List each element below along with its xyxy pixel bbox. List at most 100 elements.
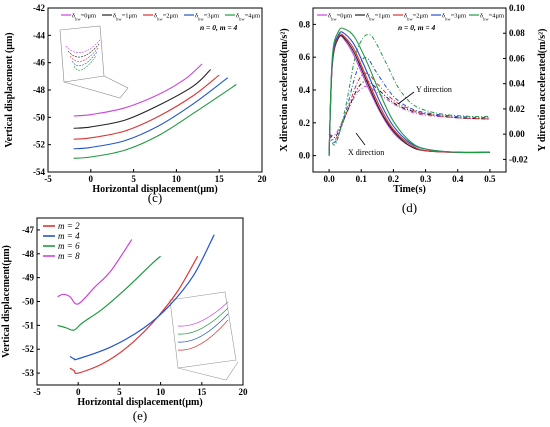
y2-tick-label: 0.00 [509,129,525,139]
panel-caption: (e) [133,408,147,423]
x-tick-label: 0 [76,387,81,397]
panel-d: 0.0 0.1 0.2 0.3 0.4 0.5 0.0 0.2 0.4 0.6 0.8 -0.02 0.… [279,3,548,215]
x-tick-label: 0.1 [356,174,368,184]
y2-tick-label: 0.04 [509,79,525,89]
x-tick-label: -5 [44,174,52,184]
x-tick-label: 0.2 [388,174,400,184]
legend-label: δhw=2μm [154,12,178,21]
x-tick-label: 0.4 [452,174,464,184]
inset-curve [67,43,100,58]
legend-label: δhw=2μm [404,12,428,21]
inset-floor [63,75,129,99]
x-tick-label: 0.3 [420,174,432,184]
annotation-label: X direction [348,148,384,157]
x-axis-label: Horizontal displacement(μm) [77,397,202,408]
inset-curve [71,51,98,67]
plot-frame [312,7,507,173]
series-line [69,255,199,374]
y-tick-label: 0.2 [299,118,311,128]
y2-tick-label: 0.02 [509,104,525,114]
y-tick-label: 0.8 [299,19,311,29]
y-tick-label: -46 [33,58,45,68]
y2-tick-label: 0.10 [509,3,525,13]
y2-tick-label: 0.08 [509,28,525,38]
x-tick-label: 0.0 [323,174,335,184]
legend-label: m = 4 [58,231,80,241]
inset-curve [177,307,229,335]
x-tick-label: 15 [197,387,207,397]
y-tick-label: -50 [22,297,34,307]
y-tick-label: -48 [22,249,34,259]
inset-3d [169,291,239,381]
legend-label: δhw=4μm [236,12,260,21]
x-axis-label: Horizontal displacement(μm) [92,184,217,195]
legend-label: δhw=1μm [366,12,390,21]
y2-tick-label: 0.06 [509,53,525,63]
y-tick-label: -48 [33,85,45,95]
series-line [69,234,215,361]
legend-label: δhw=3μm [442,12,466,21]
parameter-note: n = 0, m = 4 [398,23,436,32]
legend-label: δhw=0μm [328,12,352,21]
series-line [73,77,229,150]
y-tick-label: 0.6 [299,52,311,62]
legend-label: m = 2 [58,221,80,231]
annotation-label: Y direction [416,85,452,94]
inset-curve [177,301,229,327]
series-line-y-direction [328,57,490,143]
inset-curve [69,47,99,62]
y-axis-label: Vertical displacement(μm) [1,245,12,358]
x-tick-label: 0.5 [484,174,496,184]
inset-curve [177,313,229,343]
series-line [73,74,220,140]
series-line-x-direction [328,27,490,156]
y-tick-label: 0.4 [299,85,311,95]
inset-frame [59,25,105,83]
y2-tick-label: -0.02 [509,154,528,164]
legend-label: m = 8 [58,251,80,261]
y-tick-label: -42 [33,3,45,13]
x-tick-label: 20 [239,387,249,397]
legend-label: m = 6 [58,241,80,251]
y-axis-label: X direction accelerated(m/s²) [279,28,290,151]
x-tick-label: 5 [117,387,122,397]
y-tick-label: 0.0 [299,151,311,161]
x-tick-label: 20 [258,174,268,184]
y-tick-label: -51 [22,320,34,330]
inset-frame [169,291,237,369]
y-tick-label: -52 [22,344,34,354]
x-axis-label: Time(s) [393,184,426,195]
y-tick-label: -52 [33,140,45,150]
panel-c: -5 0 5 10 15 20-54-52-50-48-46-44-42Horizonta… [4,3,267,205]
y-tick-label: -49 [22,273,34,283]
parameter-note: n = 0, m = 4 [200,23,238,32]
y-tick-label: -54 [33,167,45,177]
series-line-y-direction [328,33,490,146]
x-tick-label: 0 [89,174,94,184]
series-line-y-direction [328,80,490,139]
legend-label: δhw=3μm [195,12,219,21]
annotation-arrow [397,91,415,105]
inset-curve [65,39,101,53]
legend-label: δhw=4μm [480,12,504,21]
series-line-y-direction [328,72,490,141]
panel-e: -5 0 5 10 15 20-53-52-51-50-49-48-47Horizonta… [1,217,249,423]
series-line [73,84,237,159]
inset-floor [177,361,239,381]
y-axis-label: Vertical displacement (μm) [4,32,15,147]
legend-label: δhw=0μm [72,12,96,21]
y-tick-label: -53 [22,368,34,378]
inset-curve [73,55,97,71]
series-line [57,239,133,305]
y-tick-label: -50 [33,112,45,122]
panel-caption: (c) [148,190,162,205]
x-tick-label: 10 [156,387,166,397]
x-tick-label: 5 [131,174,136,184]
annotation-arrow [355,132,366,146]
legend-label: δhw=1μm [113,12,137,21]
x-tick-label: 10 [172,174,182,184]
x-tick-label: 15 [215,174,225,184]
inset-curve [177,319,229,351]
plot-frame [47,7,263,173]
